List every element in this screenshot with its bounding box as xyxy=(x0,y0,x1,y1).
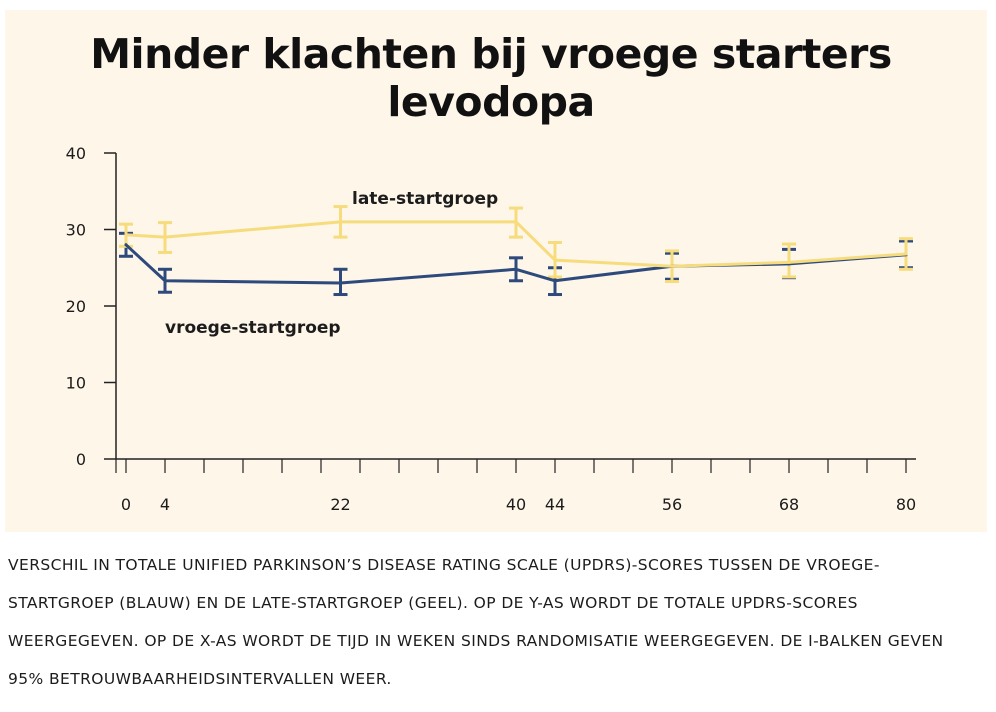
y-tick-label: 10 xyxy=(66,374,86,393)
late-series-line-point xyxy=(904,252,908,256)
x-tick-label: 40 xyxy=(506,495,526,514)
y-tick-label: 40 xyxy=(66,144,86,163)
x-tick-label: 56 xyxy=(662,495,682,514)
late-errorbars xyxy=(119,205,913,284)
figure-caption: VERSCHIL IN TOTALE UNIFIED PARKINSON’S D… xyxy=(8,556,944,688)
x-tick-label: 68 xyxy=(779,495,799,514)
series-lines xyxy=(124,220,908,285)
late-series-line-point xyxy=(670,264,674,268)
early-series-line-point xyxy=(339,281,342,285)
x-tick-label: 4 xyxy=(160,495,170,514)
axes: 0 10 20 30 40 0 4 22 40 44 56 68 80 xyxy=(66,144,917,514)
late-series-line-point xyxy=(553,258,557,262)
x-tick-label: 44 xyxy=(545,495,565,514)
early-series-line-point xyxy=(553,279,557,283)
late-series-line-point xyxy=(124,233,128,237)
series-label-late: late-startgroep xyxy=(352,189,498,209)
late-series-line-point xyxy=(163,235,167,239)
x-tick-label: 22 xyxy=(330,495,350,514)
y-tick-label: 30 xyxy=(66,221,86,240)
late-series-line xyxy=(124,220,908,268)
late-series-line-point xyxy=(514,220,518,224)
late-series-line-point xyxy=(339,220,342,224)
early-series-line-point xyxy=(163,279,167,283)
chart-title: Minder klachten bij vroege starters levo… xyxy=(90,30,892,126)
early-series-line-point xyxy=(124,243,128,247)
late-series-line-point xyxy=(787,260,791,264)
x-tick-label: 0 xyxy=(121,495,131,514)
y-tick-label: 20 xyxy=(66,297,86,316)
series-label-early: vroege-startgroep xyxy=(165,318,341,338)
x-tick-label: 80 xyxy=(896,495,916,514)
early-series-line-point xyxy=(514,267,518,271)
y-tick-label: 0 xyxy=(76,450,86,469)
